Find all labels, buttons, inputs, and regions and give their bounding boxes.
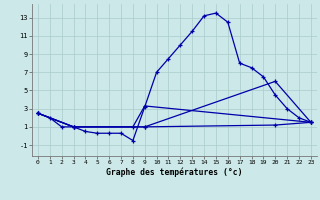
X-axis label: Graphe des températures (°c): Graphe des températures (°c) [106, 167, 243, 177]
